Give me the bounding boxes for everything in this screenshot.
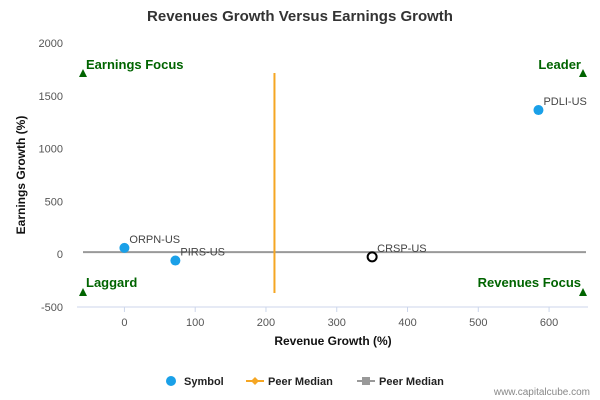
legend-item[interactable]: Symbol: [166, 376, 224, 388]
legend-square-marker: [362, 377, 370, 385]
legend-symbol-marker: [166, 376, 176, 386]
x-tick-label: 300: [328, 317, 346, 329]
y-tick-label: 0: [57, 249, 63, 261]
y-tick-label: -500: [41, 302, 63, 314]
x-tick-label: 600: [540, 317, 558, 329]
legend-item-label: Peer Median: [268, 376, 333, 388]
quadrant-label-laggard: Laggard: [86, 275, 137, 290]
data-point[interactable]: [119, 242, 130, 253]
legend-item[interactable]: Peer Median: [357, 376, 444, 388]
watermark: www.capitalcube.com: [493, 387, 590, 398]
y-tick-label: 1000: [39, 144, 63, 156]
x-tick-label: 100: [186, 317, 204, 329]
quadrant-label-revenues-focus: Revenues Focus: [478, 275, 581, 290]
data-label: PIRS-US: [180, 247, 225, 259]
data-point[interactable]: [366, 251, 378, 263]
data-point[interactable]: [170, 255, 181, 266]
data-label: ORPN-US: [129, 234, 180, 246]
legend-diamond-marker: [251, 377, 259, 385]
data-point[interactable]: [533, 105, 544, 116]
x-tick-label: 500: [469, 317, 487, 329]
y-tick-label: 1500: [39, 91, 63, 103]
quadrant-marker-bottom-right: [579, 288, 587, 296]
legend-item-label: Peer Median: [379, 376, 444, 388]
legend-item[interactable]: Peer Median: [246, 376, 333, 388]
y-axis-title: Earnings Growth (%): [14, 116, 28, 235]
quadrant-marker-bottom-left: [79, 288, 87, 296]
x-tick-label: 0: [121, 317, 127, 329]
y-tick-label: 2000: [39, 38, 63, 50]
legend[interactable]: Symbol Peer Median Peer Median: [166, 376, 444, 388]
quadrant-label-earnings-focus: Earnings Focus: [86, 57, 184, 72]
x-tick-label: 400: [398, 317, 416, 329]
chart-title: Revenues Growth Versus Earnings Growth: [147, 8, 453, 25]
plot-area: 0 100 200 300 400 500 600 -500 0 500 1000 1500 2000 E…: [39, 38, 588, 329]
x-axis-title: Revenue Growth (%): [274, 334, 391, 348]
legend-item-label: Symbol: [184, 376, 224, 388]
quadrant-marker-top-right: [579, 69, 587, 77]
data-label: PDLI-US: [543, 96, 586, 108]
y-tick-label: 500: [45, 196, 63, 208]
quadrant-label-leader: Leader: [538, 57, 581, 72]
data-label: CRSP-US: [377, 243, 427, 255]
x-tick-label: 200: [257, 317, 275, 329]
quadrant-marker-top-left: [79, 69, 87, 77]
